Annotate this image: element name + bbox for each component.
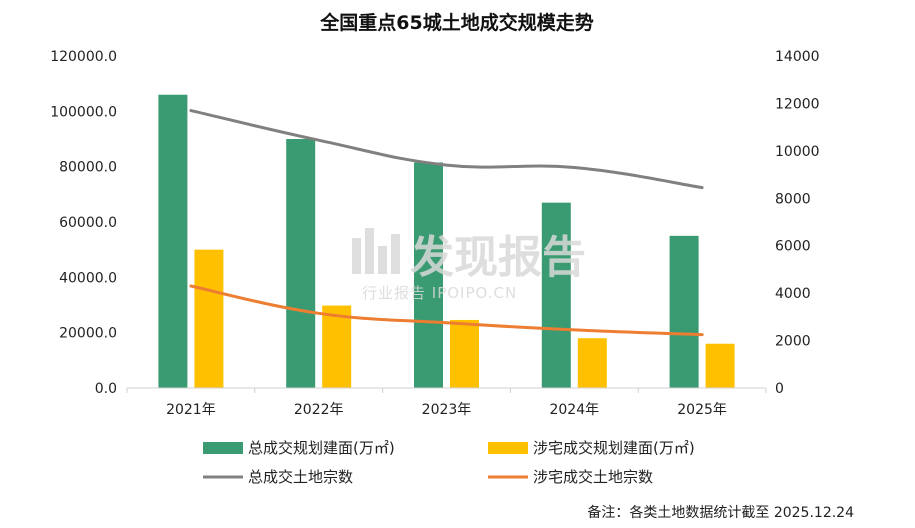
left-axis-tick-label: 100000.0 — [50, 104, 117, 120]
bar-total-area — [286, 139, 316, 388]
right-axis-tick-label: 6000 — [775, 239, 811, 255]
right-axis-tick-label: 10000 — [775, 144, 820, 160]
x-axis-tick-label: 2023年 — [422, 402, 472, 418]
chart-title: 全国重点65城土地成交规模走势 — [319, 11, 593, 34]
left-axis-tick-label: 0.0 — [95, 381, 117, 397]
right-axis-ticks: 0 2000 4000 6000 8000 10000 12000 14000 — [775, 49, 820, 397]
line-total-parcels — [189, 109, 704, 190]
bar-residential-area — [194, 249, 224, 388]
bar-total-area — [541, 202, 571, 388]
watermark-brand: 发现报告 — [410, 232, 586, 283]
bar-residential-area — [322, 305, 352, 388]
right-axis-tick-label: 8000 — [775, 191, 811, 207]
bar-total-area — [669, 235, 699, 388]
bar-total-area — [158, 94, 188, 388]
right-axis-tick-label: 2000 — [775, 334, 811, 350]
legend-label: 涉宅成交规划建面(万㎡) — [533, 439, 695, 457]
legend-label: 涉宅成交土地宗数 — [533, 468, 653, 486]
left-axis-tick-label: 120000.0 — [50, 49, 117, 65]
legend-label: 总成交规划建面(万㎡) — [248, 439, 395, 457]
right-axis-tick-label: 4000 — [775, 286, 811, 302]
left-axis-tick-label: 60000.0 — [59, 215, 117, 231]
bar-residential-area — [577, 338, 607, 388]
left-axis-tick-label: 20000.0 — [59, 326, 117, 342]
legend: 总成交规划建面(万㎡) 涉宅成交规划建面(万㎡) 总成交土地宗数 涉宅成交土地宗数 — [203, 439, 695, 486]
line-series — [189, 109, 704, 337]
right-axis-tick-label: 0 — [775, 381, 784, 397]
legend-swatch — [203, 442, 243, 454]
bar-residential-area — [705, 343, 735, 388]
bar-total-area — [414, 162, 443, 388]
left-axis-ticks: 0.0 20000.0 40000.0 60000.0 80000.0 100000.0 1… — [50, 49, 117, 397]
x-axis-tick-label: 2022年 — [294, 402, 344, 418]
right-axis-tick-label: 12000 — [775, 96, 820, 112]
x-axis-tick-label: 2024年 — [549, 402, 599, 418]
bar-series — [158, 94, 735, 388]
line-residential-parcels — [189, 284, 704, 337]
left-axis-tick-label: 80000.0 — [59, 160, 117, 176]
legend-swatch — [488, 442, 528, 454]
watermark: 发现报告 行业报告 IPOIPO.CN — [352, 228, 586, 302]
watermark-logo-icon — [352, 228, 400, 274]
watermark-subtitle: 行业报告 IPOIPO.CN — [362, 284, 517, 302]
legend-label: 总成交土地宗数 — [248, 468, 353, 486]
x-axis-tick-label: 2025年 — [677, 402, 727, 418]
x-axis-tick-label: 2021年 — [166, 402, 216, 418]
left-axis-tick-label: 40000.0 — [59, 270, 117, 286]
footnote: 备注：各类土地数据统计截至 2025.12.24 — [587, 504, 854, 521]
x-axis-ticks: 2021年 2022年 2023年 2024年 2025年 — [126, 388, 767, 418]
bar-residential-area — [450, 319, 479, 388]
right-axis-tick-label: 14000 — [775, 49, 820, 65]
